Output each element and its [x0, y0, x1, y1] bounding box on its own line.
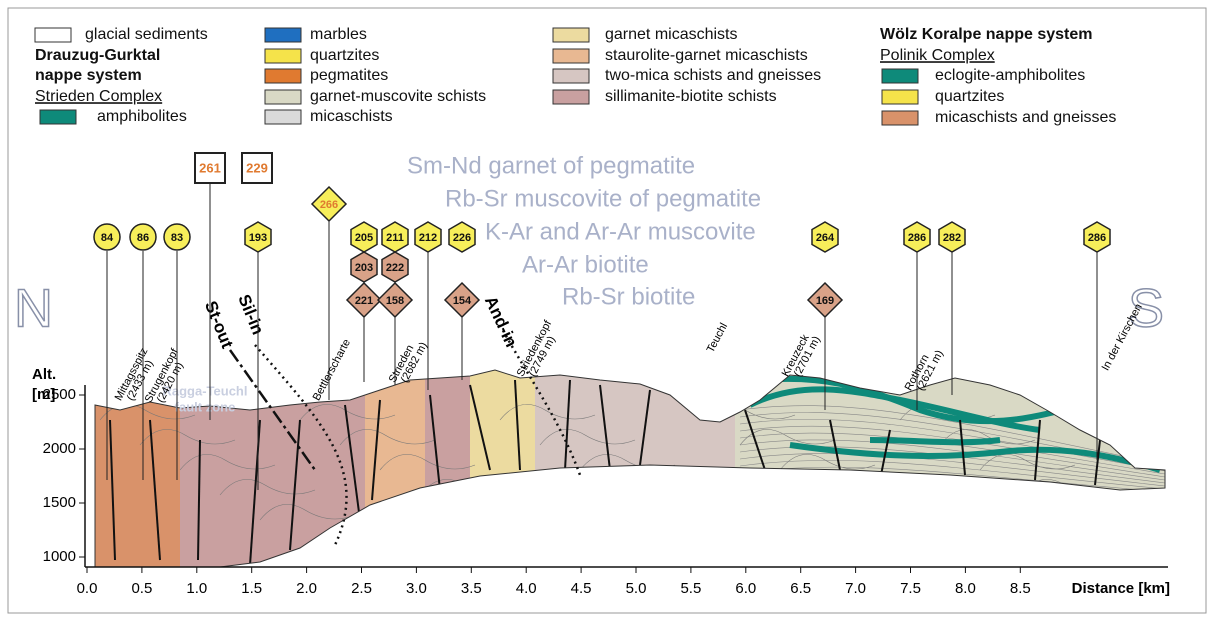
x-tick-label: 5.5 — [680, 580, 701, 597]
x-tick-label: 7.0 — [845, 580, 866, 597]
age-value: 261 — [199, 160, 221, 175]
legend-swatch — [265, 49, 301, 63]
age-value: 193 — [249, 232, 267, 244]
method-label: Ar-Ar biotite — [522, 251, 649, 278]
legend-swatch — [553, 28, 589, 42]
age-value: 286 — [908, 232, 926, 244]
x-tick-label: 2.0 — [296, 580, 317, 597]
legend-swatch — [882, 111, 918, 125]
method-label: Sm-Nd garnet of pegmatite — [407, 152, 695, 179]
legend-swatch — [265, 90, 301, 104]
legend-swatch — [265, 110, 301, 124]
x-tick-label: 8.5 — [1010, 580, 1031, 597]
legend-heading: Wölz Koralpe nappe system — [880, 26, 1093, 43]
legend-label: eclogite-amphibolites — [935, 67, 1085, 84]
age-value: 282 — [943, 232, 961, 244]
age-value: 205 — [355, 232, 373, 244]
legend-swatch — [553, 69, 589, 83]
x-tick-label: 7.5 — [900, 580, 921, 597]
legend-swatch — [553, 90, 589, 104]
method-label: Rb-Sr biotite — [562, 283, 695, 310]
age-value: 86 — [137, 232, 149, 244]
y-axis-label: Alt. — [32, 366, 56, 383]
legend-swatch — [35, 28, 71, 42]
x-tick-label: 4.0 — [516, 580, 537, 597]
legend-label: amphibolites — [97, 108, 187, 125]
age-value: 158 — [386, 295, 404, 307]
age-value: 84 — [101, 232, 114, 244]
x-tick-label: 1.5 — [241, 580, 262, 597]
legend-swatch — [553, 49, 589, 63]
age-value: 226 — [453, 232, 471, 244]
legend-subheading: Strieden Complex — [35, 88, 162, 105]
age-value: 266 — [320, 199, 338, 211]
legend-swatch — [882, 90, 918, 104]
legend-label: micaschists and gneisses — [935, 109, 1116, 126]
x-tick-label: 0.0 — [77, 580, 98, 597]
x-tick-label: 0.5 — [131, 580, 152, 597]
x-tick-label: 6.0 — [735, 580, 756, 597]
legend-label: garnet micaschists — [605, 26, 738, 43]
age-value: 222 — [386, 262, 404, 274]
x-tick-label: 8.0 — [955, 580, 976, 597]
legend-heading: nappe system — [35, 67, 142, 84]
x-axis-label: Distance [km] — [1072, 580, 1170, 597]
legend-label: pegmatites — [310, 67, 388, 84]
legend-subheading: Polinik Complex — [880, 47, 995, 64]
eclogite-band — [870, 440, 1000, 442]
age-value: 83 — [171, 232, 183, 244]
legend-label: sillimanite-biotite schists — [605, 88, 777, 105]
method-label: Rb-Sr muscovite of pegmatite — [445, 185, 761, 212]
legend-heading: Drauzug-Gurktal — [35, 47, 160, 64]
method-label: K-Ar and Ar-Ar muscovite — [485, 218, 756, 245]
y-axis-label: [m] — [32, 386, 55, 403]
x-tick-label: 5.0 — [626, 580, 647, 597]
legend-swatch — [265, 69, 301, 83]
age-value: 286 — [1088, 232, 1106, 244]
age-value: 212 — [419, 232, 437, 244]
x-tick-label: 6.5 — [790, 580, 811, 597]
legend-label: garnet-muscovite schists — [310, 88, 486, 105]
legend-label: two-mica schists and gneisses — [605, 67, 821, 84]
legend-swatch — [882, 69, 918, 83]
north-label: N — [14, 278, 53, 338]
age-value: 211 — [386, 232, 404, 244]
y-tick-label: 2000 — [43, 440, 76, 457]
fault-zone-label: fault zone — [175, 399, 236, 414]
x-tick-label: 3.0 — [406, 580, 427, 597]
age-value: 264 — [816, 232, 835, 244]
age-value: 221 — [355, 295, 373, 307]
y-tick-label: 1500 — [43, 494, 76, 511]
legend-label: glacial sediments — [85, 26, 208, 43]
age-value: 154 — [453, 295, 472, 307]
x-tick-label: 3.5 — [461, 580, 482, 597]
x-tick-label: 2.5 — [351, 580, 372, 597]
y-tick-label: 1000 — [43, 548, 76, 565]
age-value: 229 — [246, 160, 268, 175]
legend-label: quartzites — [935, 88, 1004, 105]
legend-label: marbles — [310, 26, 367, 43]
legend-label: micaschists — [310, 108, 393, 125]
x-tick-label: 1.0 — [186, 580, 207, 597]
age-value: 169 — [816, 295, 834, 307]
legend-swatch — [265, 28, 301, 42]
legend-label: staurolite-garnet micaschists — [605, 47, 808, 64]
age-value: 203 — [355, 262, 373, 274]
x-tick-label: 4.5 — [571, 580, 592, 597]
legend-swatch — [40, 110, 76, 124]
figure: glacial sediments Drauzug-Gurktal nappe sy… — [0, 0, 1214, 621]
legend-label: quartzites — [310, 47, 379, 64]
